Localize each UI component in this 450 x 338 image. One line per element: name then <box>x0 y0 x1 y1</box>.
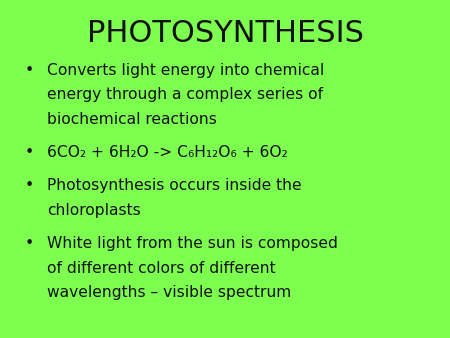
Text: •: • <box>25 236 34 251</box>
Text: •: • <box>25 145 34 160</box>
Text: Photosynthesis occurs inside the: Photosynthesis occurs inside the <box>47 178 302 193</box>
Text: energy through a complex series of: energy through a complex series of <box>47 87 324 102</box>
Text: White light from the sun is composed: White light from the sun is composed <box>47 236 338 251</box>
Text: •: • <box>25 178 34 193</box>
Text: of different colors of different: of different colors of different <box>47 261 276 275</box>
Text: biochemical reactions: biochemical reactions <box>47 112 217 127</box>
Text: wavelengths – visible spectrum: wavelengths – visible spectrum <box>47 285 292 300</box>
Text: PHOTOSYNTHESIS: PHOTOSYNTHESIS <box>86 19 364 48</box>
Text: Converts light energy into chemical: Converts light energy into chemical <box>47 63 324 77</box>
Text: •: • <box>25 63 34 77</box>
Text: 6CO₂ + 6H₂O -> C₆H₁₂O₆ + 6O₂: 6CO₂ + 6H₂O -> C₆H₁₂O₆ + 6O₂ <box>47 145 288 160</box>
Text: chloroplasts: chloroplasts <box>47 203 141 218</box>
